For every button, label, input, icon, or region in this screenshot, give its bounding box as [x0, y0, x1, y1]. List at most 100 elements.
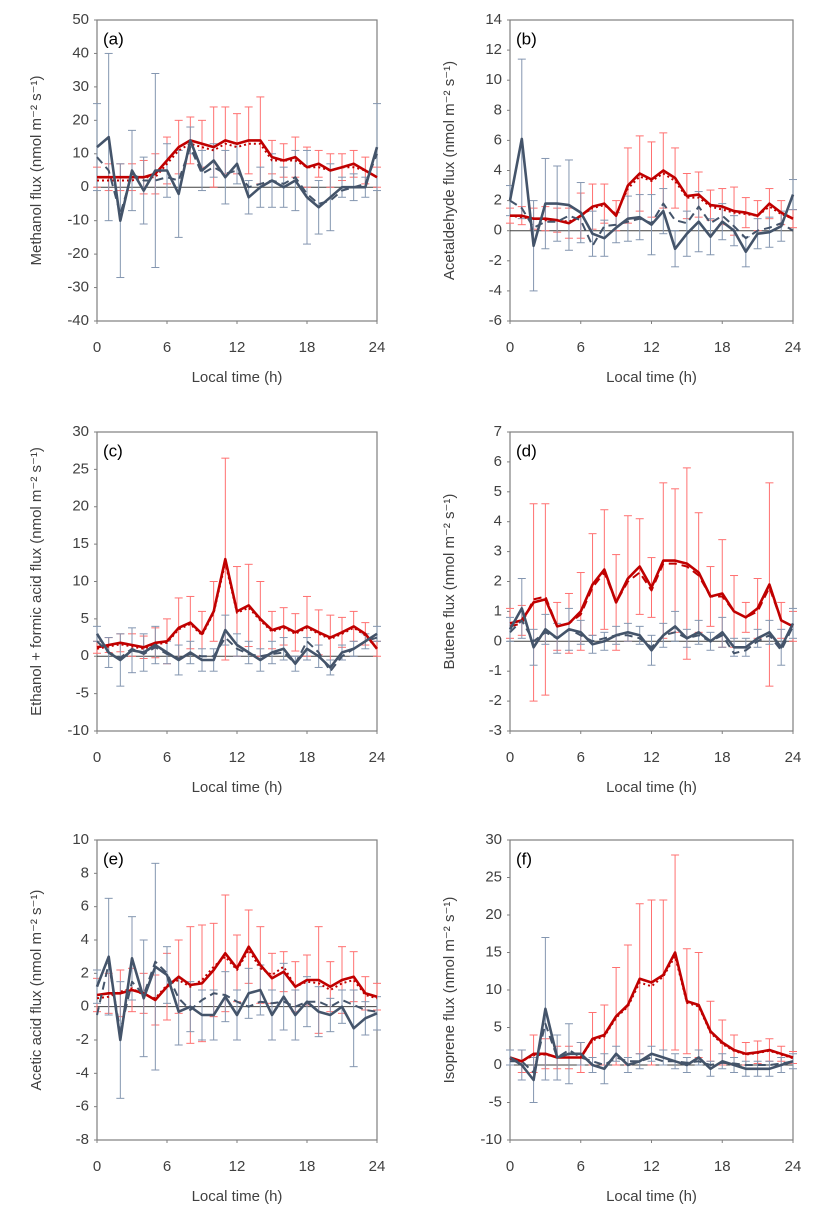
x-tick-label: 12	[643, 339, 660, 356]
y-tick-label: 5	[494, 1018, 502, 1035]
y-tick-label: 50	[72, 11, 89, 28]
y-tick-label: -5	[76, 685, 89, 702]
y-tick-label: -10	[480, 1131, 502, 1148]
y-tick-label: 10	[485, 71, 502, 88]
panel-label: (a)	[103, 29, 124, 48]
y-tick-label: -10	[67, 212, 89, 229]
y-tick-label: 30	[72, 423, 89, 440]
series-line	[95, 628, 378, 669]
x-tick-label: 24	[369, 339, 386, 356]
x-tick-label: 24	[369, 749, 386, 766]
x-tick-label: 6	[577, 339, 585, 356]
series-line	[509, 1007, 794, 1082]
x-axis-label: Local time (h)	[606, 1188, 697, 1205]
y-tick-label: 3	[494, 543, 502, 560]
panel: -10 -5 0 5 10 15 20 25 30 0 6 12 18 24 Local time (h) I…	[441, 831, 801, 1205]
y-tick-label: 7	[494, 423, 502, 440]
y-tick-label: 4	[494, 161, 502, 178]
x-tick-label: 18	[714, 339, 731, 356]
y-axis-label: Isoprene flux (nmol m⁻² s⁻¹)	[441, 897, 458, 1084]
x-tick-label: 18	[299, 749, 316, 766]
series-line	[96, 960, 378, 1033]
x-axis-label: Local time (h)	[606, 369, 697, 386]
y-tick-label: 20	[485, 906, 502, 923]
series-line	[96, 636, 378, 673]
panel-label: (f)	[516, 849, 532, 868]
panel: -10 -5 0 5 10 15 20 25 30 0 6 12 18 24 Local time (h) E…	[28, 423, 385, 796]
y-tick-label: 12	[485, 41, 502, 58]
x-tick-label: 6	[577, 1158, 585, 1175]
series-line	[510, 169, 794, 225]
y-tick-label: 14	[485, 11, 502, 28]
series-line	[509, 562, 794, 628]
x-tick-label: 18	[299, 339, 316, 356]
y-axis-label: Methanol flux (nmol m⁻² s⁻¹)	[28, 75, 45, 265]
y-axis-label: Acetaldehyde flux (nmol m⁻² s⁻¹)	[441, 61, 458, 280]
x-tick-label: 0	[506, 1158, 514, 1175]
y-tick-label: -6	[489, 312, 502, 329]
x-axis-label: Local time (h)	[192, 369, 283, 386]
x-tick-label: 0	[93, 1158, 101, 1175]
x-axis-label: Local time (h)	[606, 779, 697, 796]
y-tick-label: 0	[494, 222, 502, 239]
y-tick-label: -2	[489, 692, 502, 709]
y-tick-label: -4	[489, 282, 502, 299]
error-bar	[789, 607, 797, 639]
x-tick-label: 6	[577, 749, 585, 766]
y-tick-label: 20	[72, 111, 89, 128]
x-tick-label: 18	[714, 1158, 731, 1175]
panel-label: (c)	[103, 441, 123, 460]
y-axis-label: Acetic acid flux (nmol m⁻² s⁻¹)	[28, 890, 45, 1091]
series-line	[510, 1022, 794, 1074]
series-line	[509, 199, 794, 247]
y-tick-label: 10	[72, 831, 89, 848]
y-tick-label: 10	[485, 981, 502, 998]
y-tick-label: 40	[72, 44, 89, 61]
y-axis-label: Butene flux (nmol m⁻² s⁻¹)	[441, 494, 458, 670]
series-line	[508, 137, 795, 254]
y-tick-label: 15	[72, 535, 89, 552]
y-tick-label: 0	[81, 998, 89, 1015]
y-tick-label: 6	[494, 131, 502, 148]
y-tick-label: 20	[72, 498, 89, 515]
x-tick-label: 6	[163, 749, 171, 766]
y-tick-label: 0	[494, 632, 502, 649]
error-bar	[789, 179, 797, 211]
x-tick-label: 12	[643, 749, 660, 766]
series-line	[95, 955, 378, 1042]
x-tick-label: 6	[163, 1158, 171, 1175]
y-tick-label: 30	[485, 831, 502, 848]
x-tick-label: 12	[229, 339, 246, 356]
x-tick-label: 24	[785, 749, 802, 766]
panel-label: (d)	[516, 441, 537, 460]
series-line	[96, 135, 379, 222]
y-tick-label: 0	[81, 647, 89, 664]
x-tick-label: 6	[163, 339, 171, 356]
x-tick-label: 0	[93, 339, 101, 356]
y-tick-label: -5	[489, 1093, 502, 1110]
y-tick-label: -6	[76, 1098, 89, 1115]
y-tick-label: 5	[81, 610, 89, 627]
y-tick-label: 8	[494, 101, 502, 118]
series-line	[96, 561, 378, 650]
y-tick-label: 10	[72, 145, 89, 162]
y-tick-label: 15	[485, 943, 502, 960]
x-tick-label: 0	[93, 749, 101, 766]
y-tick-label: -40	[67, 312, 89, 329]
error-bar	[373, 103, 381, 192]
x-tick-label: 24	[369, 1158, 386, 1175]
x-tick-label: 24	[785, 1158, 802, 1175]
y-tick-label: 4	[494, 513, 502, 530]
x-axis-label: Local time (h)	[192, 1188, 283, 1205]
series-line	[96, 146, 378, 215]
y-tick-label: -8	[76, 1131, 89, 1148]
panel-label: (e)	[103, 849, 124, 868]
y-tick-label: -30	[67, 279, 89, 296]
x-tick-label: 0	[506, 749, 514, 766]
y-tick-label: -4	[76, 1064, 89, 1081]
y-tick-label: 6	[81, 898, 89, 915]
